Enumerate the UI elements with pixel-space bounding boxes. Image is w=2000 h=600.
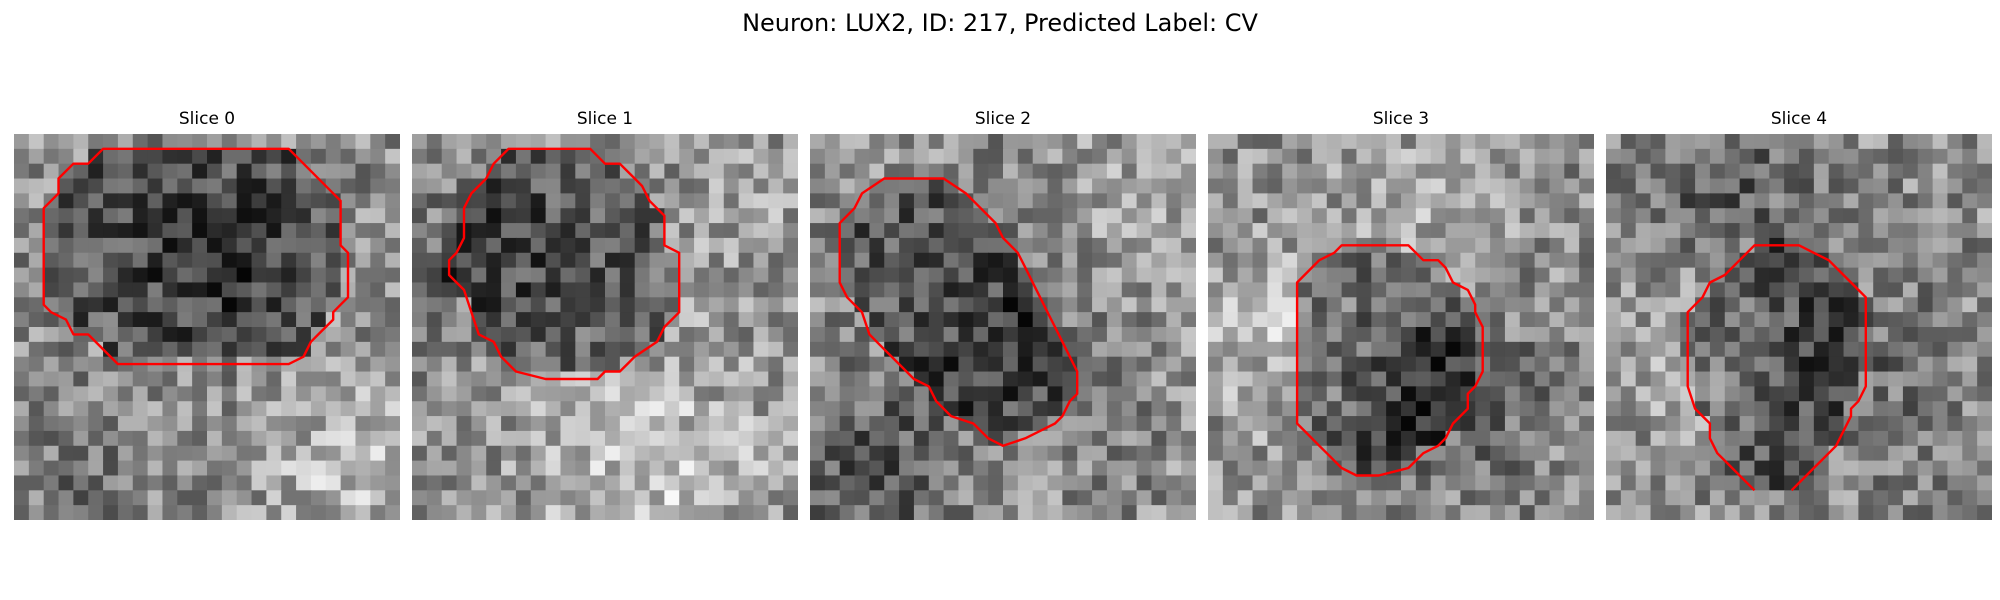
neuron-contour [1295, 244, 1484, 477]
neuron-contour-part [1686, 244, 1762, 492]
slice-title-3: Slice 3 [1372, 109, 1430, 129]
slice-title-0: Slice 0 [178, 109, 236, 129]
slice-panel-0: Slice 0 [14, 108, 400, 520]
pixel-grid [412, 134, 798, 520]
neuron-contour [447, 147, 681, 381]
slice-panel-4: Slice 4 [1606, 108, 1992, 520]
slice-panel-1: Slice 1 [412, 108, 798, 520]
pixel-grid [14, 134, 400, 520]
slice-panel-3: Slice 3 [1208, 108, 1594, 520]
neuron-contour [838, 177, 1079, 447]
neuron-contour [42, 147, 350, 366]
figure-title: Neuron: LUX2, ID: 217, Predicted Label: … [742, 9, 1258, 37]
pixel-grid [1606, 134, 1992, 520]
pixel-grid [810, 134, 1196, 520]
slice-title-2: Slice 2 [974, 109, 1032, 129]
slice-image-0 [14, 134, 400, 520]
slice-panel-2: Slice 2 [810, 108, 1196, 520]
slice-image-2 [810, 134, 1196, 520]
neuron-contour [1761, 244, 1867, 492]
slice-image-3 [1208, 134, 1594, 520]
slice-image-4 [1606, 134, 1992, 520]
pixel-grid [1208, 134, 1594, 520]
slice-title-4: Slice 4 [1770, 109, 1828, 129]
slice-title-1: Slice 1 [576, 109, 634, 129]
slice-image-1 [412, 134, 798, 520]
